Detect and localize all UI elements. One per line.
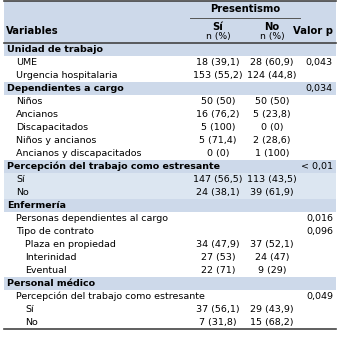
Bar — [4, 199, 336, 212]
Text: 0,043: 0,043 — [306, 58, 333, 67]
Bar — [4, 173, 336, 186]
Bar — [4, 316, 336, 329]
Bar — [4, 134, 336, 147]
Text: Ancianos y discapacitados: Ancianos y discapacitados — [16, 149, 141, 158]
Text: 1 (100): 1 (100) — [255, 149, 289, 158]
Text: 28 (60,9): 28 (60,9) — [250, 58, 294, 67]
Text: No: No — [265, 22, 279, 32]
Text: 0,049: 0,049 — [306, 292, 333, 301]
Text: n (%): n (%) — [206, 32, 230, 40]
Text: 5 (71,4): 5 (71,4) — [199, 136, 237, 145]
Bar — [4, 303, 336, 316]
Text: 124 (44,8): 124 (44,8) — [247, 71, 297, 80]
Text: Variables: Variables — [6, 26, 58, 36]
Bar — [4, 238, 336, 251]
Text: Interinidad: Interinidad — [25, 253, 77, 262]
Text: 18 (39,1): 18 (39,1) — [196, 58, 240, 67]
Bar — [4, 264, 336, 277]
Text: Percepción del trabajo como estresante: Percepción del trabajo como estresante — [7, 162, 220, 171]
Text: 27 (53): 27 (53) — [201, 253, 235, 262]
Bar — [4, 82, 336, 95]
Bar — [4, 56, 336, 69]
Text: Personas dependientes al cargo: Personas dependientes al cargo — [16, 214, 168, 223]
Text: 0,034: 0,034 — [306, 84, 333, 93]
Text: 0,016: 0,016 — [306, 214, 333, 223]
Text: Valor p: Valor p — [293, 26, 333, 36]
Bar — [4, 147, 336, 160]
Text: No: No — [25, 318, 38, 327]
Text: 5 (23,8): 5 (23,8) — [253, 110, 291, 119]
Text: 22 (71): 22 (71) — [201, 266, 235, 275]
Text: 147 (56,5): 147 (56,5) — [193, 175, 243, 184]
Bar — [4, 95, 336, 108]
Text: 37 (52,1): 37 (52,1) — [250, 240, 294, 249]
Text: Ancianos: Ancianos — [16, 110, 59, 119]
Text: Unidad de trabajo: Unidad de trabajo — [7, 45, 103, 54]
Text: Percepción del trabajo como estresante: Percepción del trabajo como estresante — [16, 292, 205, 301]
Text: Sí: Sí — [25, 305, 34, 314]
Text: Urgencia hospitalaria: Urgencia hospitalaria — [16, 71, 118, 80]
Bar — [4, 43, 336, 56]
Bar — [4, 212, 336, 225]
Text: 29 (43,9): 29 (43,9) — [250, 305, 294, 314]
Text: 0 (0): 0 (0) — [261, 123, 283, 132]
Text: Plaza en propiedad: Plaza en propiedad — [25, 240, 116, 249]
Text: n (%): n (%) — [260, 32, 284, 40]
Text: 7 (31,8): 7 (31,8) — [199, 318, 237, 327]
Bar — [4, 277, 336, 290]
Bar — [4, 108, 336, 121]
Bar — [4, 121, 336, 134]
Text: 24 (47): 24 (47) — [255, 253, 289, 262]
Text: Niños: Niños — [16, 97, 42, 106]
Bar — [4, 290, 336, 303]
Text: 0 (0): 0 (0) — [207, 149, 229, 158]
Text: 50 (50): 50 (50) — [201, 97, 235, 106]
Text: 9 (29): 9 (29) — [258, 266, 286, 275]
Text: 2 (28,6): 2 (28,6) — [253, 136, 291, 145]
Text: Personal médico: Personal médico — [7, 279, 95, 288]
Bar — [4, 1, 336, 43]
Bar — [4, 186, 336, 199]
Text: Eventual: Eventual — [25, 266, 67, 275]
Text: Niños y ancianos: Niños y ancianos — [16, 136, 96, 145]
Text: 34 (47,9): 34 (47,9) — [196, 240, 240, 249]
Text: 16 (76,2): 16 (76,2) — [196, 110, 240, 119]
Text: 113 (43,5): 113 (43,5) — [247, 175, 297, 184]
Text: 24 (38,1): 24 (38,1) — [196, 188, 240, 197]
Bar — [4, 160, 336, 173]
Text: Presentismo: Presentismo — [210, 4, 280, 14]
Text: Tipo de contrato: Tipo de contrato — [16, 227, 94, 236]
Text: Discapacitados: Discapacitados — [16, 123, 88, 132]
Text: Dependientes a cargo: Dependientes a cargo — [7, 84, 124, 93]
Text: 50 (50): 50 (50) — [255, 97, 289, 106]
Text: 37 (56,1): 37 (56,1) — [196, 305, 240, 314]
Text: 15 (68,2): 15 (68,2) — [250, 318, 294, 327]
Text: UME: UME — [16, 58, 37, 67]
Text: 0,096: 0,096 — [306, 227, 333, 236]
Text: No: No — [16, 188, 29, 197]
Bar — [4, 251, 336, 264]
Text: < 0,01: < 0,01 — [301, 162, 333, 171]
Text: 5 (100): 5 (100) — [201, 123, 235, 132]
Text: Enfermería: Enfermería — [7, 201, 66, 210]
Text: 153 (55,2): 153 (55,2) — [193, 71, 243, 80]
Text: Sí: Sí — [212, 22, 223, 32]
Text: Sí: Sí — [16, 175, 24, 184]
Bar — [4, 69, 336, 82]
Text: 39 (61,9): 39 (61,9) — [250, 188, 294, 197]
Bar — [4, 225, 336, 238]
